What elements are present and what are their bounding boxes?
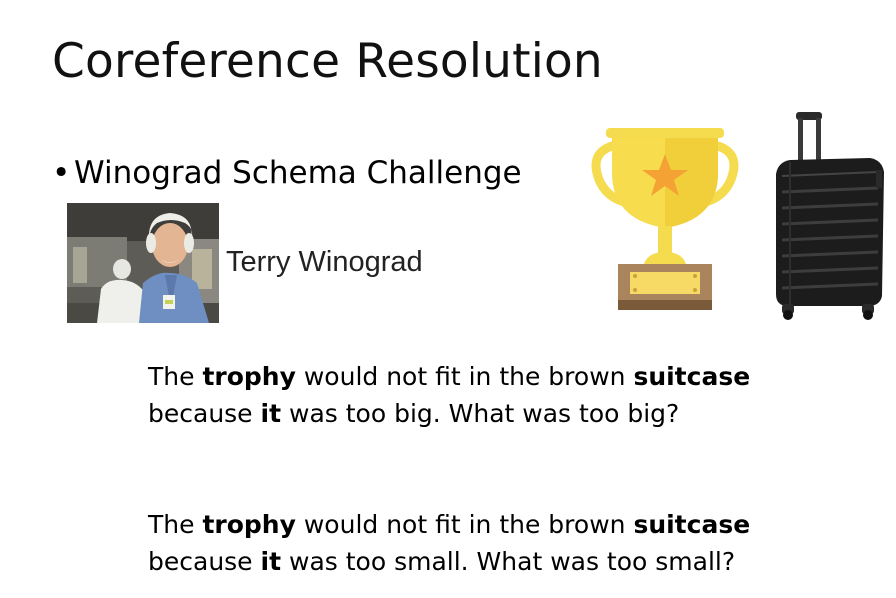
bullet-text: Winograd Schema Challenge: [74, 155, 522, 191]
bullet-dot: •: [52, 155, 71, 191]
keyword-trophy: trophy: [202, 510, 296, 539]
person-photo: [67, 203, 219, 323]
keyword-trophy: trophy: [202, 362, 296, 391]
keyword-suitcase: suitcase: [633, 362, 751, 391]
text-segment: was too big. What was too big?: [281, 399, 680, 428]
example-line: because it was too big. What was too big…: [148, 395, 750, 432]
example-line: The trophy would not fit in the brown su…: [148, 358, 750, 395]
keyword-it: it: [260, 547, 282, 576]
example-sentence-big: The trophy would not fit in the brown su…: [148, 358, 750, 432]
keyword-suitcase: suitcase: [633, 510, 751, 539]
person-caption: Terry Winograd: [226, 246, 423, 278]
trophy-icon: [590, 124, 740, 314]
text-segment: because: [148, 399, 261, 428]
text-segment: The: [148, 510, 203, 539]
text-segment: would not fit in the brown: [295, 510, 634, 539]
slide-title: Coreference Resolution: [52, 34, 603, 89]
keyword-it: it: [260, 399, 282, 428]
text-segment: because: [148, 547, 261, 576]
example-line: because it was too small. What was too s…: [148, 543, 750, 580]
suitcase-icon: [768, 110, 888, 322]
example-line: The trophy would not fit in the brown su…: [148, 506, 750, 543]
bullet-item: • Winograd Schema Challenge: [52, 155, 522, 191]
text-segment: was too small. What was too small?: [281, 547, 736, 576]
text-segment: would not fit in the brown: [295, 362, 634, 391]
example-sentence-small: The trophy would not fit in the brown su…: [148, 506, 750, 580]
text-segment: The: [148, 362, 203, 391]
